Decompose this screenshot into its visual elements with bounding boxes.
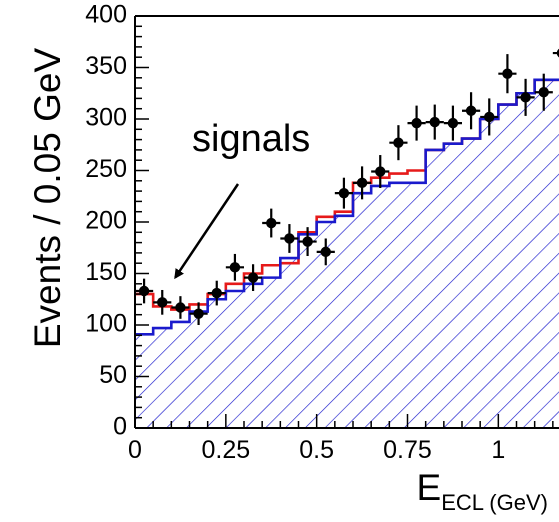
y-axis-ticks: 0 50 100 150 200 250 300 350 400 [85, 1, 149, 441]
data-point [425, 104, 444, 140]
data-point-marker [429, 116, 440, 128]
x-tick-label: 0.5 [299, 436, 334, 464]
data-point [371, 155, 390, 189]
x-tick-label: 1 [491, 436, 505, 464]
y-tick-label: 100 [85, 310, 127, 338]
data-point [462, 92, 481, 130]
data-point [135, 278, 154, 304]
signals-arrow [174, 183, 240, 280]
x-axis-ticks: 0 0.25 0.5 0.75 1 [128, 414, 554, 464]
data-point-marker [284, 233, 295, 244]
y-axis-title: Events / 0.05 GeV [27, 48, 68, 349]
data-points [135, 48, 559, 325]
signals-annotation: signals [192, 118, 310, 160]
data-point-marker [465, 105, 477, 116]
data-point-marker [556, 48, 559, 58]
data-point-marker [193, 308, 204, 319]
y-tick-label: 50 [99, 361, 127, 389]
data-point-marker [266, 217, 277, 229]
data-point [480, 98, 499, 136]
y-tick-label: 250 [85, 155, 127, 183]
data-point-marker [157, 297, 168, 308]
data-point-marker [302, 236, 313, 247]
data-point-marker [356, 177, 368, 189]
data-point-marker [393, 137, 404, 148]
data-point [244, 264, 263, 292]
data-point [389, 125, 408, 161]
data-point-marker [247, 272, 259, 283]
data-point-marker [484, 111, 495, 123]
background-area-fill [135, 79, 559, 428]
x-tick-label: 0.25 [201, 436, 250, 464]
data-point [516, 78, 535, 116]
data-point-marker [520, 92, 531, 103]
data-point [262, 208, 281, 238]
data-point-marker [320, 246, 331, 258]
y-tick-label: 400 [85, 1, 127, 29]
data-point [280, 224, 299, 253]
x-axis-title-subscript: ECL (GeV) [441, 490, 548, 515]
data-point [316, 238, 335, 266]
data-point-marker [175, 302, 186, 313]
y-tick-label: 350 [85, 52, 127, 80]
data-point-marker [211, 287, 222, 299]
data-point [298, 227, 317, 256]
x-axis-title-main: E [417, 467, 442, 508]
background-hatched-area [135, 79, 559, 428]
x-axis-title: EECL (GeV) [417, 467, 548, 515]
data-point [225, 253, 244, 281]
data-point [189, 302, 208, 325]
data-point [353, 166, 372, 200]
y-tick-label: 300 [85, 104, 127, 132]
data-point [407, 105, 426, 141]
data-point-marker [538, 87, 549, 98]
x-tick-label: 0.75 [383, 436, 432, 464]
data-point [552, 48, 559, 58]
data-point [443, 105, 462, 141]
y-tick-label: 0 [113, 413, 127, 441]
data-point [171, 296, 190, 319]
data-point [207, 280, 226, 306]
data-point [498, 54, 517, 94]
y-tick-label: 200 [85, 207, 127, 235]
data-point [334, 177, 353, 209]
data-point [153, 289, 172, 315]
data-point-marker [411, 117, 422, 129]
data-point-marker [338, 187, 350, 199]
data-point [534, 73, 553, 111]
y-tick-label: 150 [85, 258, 127, 286]
data-point-marker [375, 166, 386, 177]
data-point-marker [502, 68, 513, 79]
x-tick-label: 0 [128, 436, 142, 464]
data-point-marker [229, 262, 241, 273]
data-point-marker [447, 117, 459, 129]
